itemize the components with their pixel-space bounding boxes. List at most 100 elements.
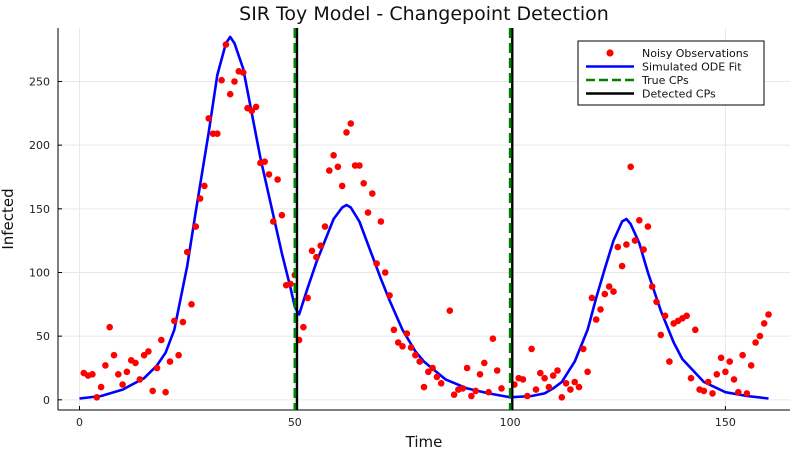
observation-point (356, 162, 363, 169)
observation-point (713, 371, 721, 378)
legend-marker-observations (606, 49, 614, 57)
observation-point (102, 362, 109, 369)
ode-fit-line (79, 35, 769, 400)
x-tick-label: 50 (288, 416, 302, 429)
observation-point (545, 383, 553, 391)
observation-point (420, 383, 428, 391)
observation-point (360, 180, 368, 187)
observation-point (571, 378, 578, 386)
observation-point (450, 391, 458, 399)
observation-point (381, 269, 389, 276)
observation-point (726, 358, 733, 365)
observation-point (756, 332, 764, 340)
observation-point (416, 358, 424, 365)
changepoint-lines (293, 28, 514, 410)
observation-point (437, 380, 445, 387)
observation-point (300, 323, 307, 331)
y-tick-label: 200 (29, 139, 50, 152)
observation-point (631, 237, 639, 244)
observation-point (132, 359, 139, 367)
x-tick-label: 150 (715, 416, 736, 429)
observation-point (575, 383, 583, 391)
observation-point (481, 359, 488, 367)
observation-point (338, 182, 346, 190)
observation-point (644, 223, 652, 230)
x-tick-label: 100 (500, 416, 521, 429)
observation-point (214, 130, 221, 137)
observation-point (347, 120, 355, 127)
observation-point (541, 374, 548, 382)
observation-point (265, 171, 273, 178)
observation-point (166, 358, 174, 365)
observation-point (175, 351, 182, 359)
observation-point (330, 152, 337, 159)
y-tick-label: 100 (29, 266, 50, 279)
observation-point (743, 390, 751, 397)
observation-point (640, 246, 647, 253)
observation-point (93, 394, 101, 401)
observation-point (196, 195, 204, 202)
observation-point (261, 158, 269, 165)
observation-point (326, 167, 333, 174)
observation-point (183, 248, 191, 256)
legend-label: Detected CPs (642, 88, 716, 101)
observation-point (373, 260, 380, 267)
observation-point (304, 294, 312, 302)
observation-point (239, 69, 247, 76)
observation-point (252, 103, 260, 111)
observation-point (704, 378, 712, 386)
observation-point (485, 388, 492, 396)
observation-point (657, 331, 665, 339)
observation-point (162, 388, 169, 396)
observation-point (386, 292, 393, 299)
observation-point (407, 344, 415, 351)
observation-point (403, 330, 411, 337)
observation-point (429, 364, 436, 372)
observation-point (313, 253, 320, 261)
observation-point (562, 380, 570, 387)
observation-point (140, 351, 148, 359)
observation-point (446, 307, 454, 315)
observation-point (722, 368, 729, 376)
observation-point (648, 283, 656, 290)
x-tick-label: 0 (76, 416, 83, 429)
observation-point (683, 312, 690, 320)
observation-point (171, 317, 178, 325)
observation-point (709, 390, 716, 397)
observation-point (278, 211, 286, 219)
observation-point (459, 385, 467, 392)
observation-point (412, 351, 419, 359)
y-tick-label: 150 (29, 203, 50, 216)
observation-point (188, 301, 195, 308)
observation-point (472, 387, 480, 395)
observation-point (343, 129, 350, 136)
observation-point (614, 243, 622, 251)
observation-point (610, 288, 617, 295)
observation-point (765, 311, 772, 318)
y-tick-label: 250 (29, 75, 50, 88)
observation-point (623, 241, 630, 248)
y-tick-label: 0 (43, 394, 50, 407)
observation-point (149, 387, 156, 395)
observation-point (666, 358, 673, 365)
observation-point (760, 320, 768, 327)
observation-point (580, 345, 587, 353)
chart-title: SIR Toy Model - Changepoint Detection (239, 3, 609, 25)
observation-point (179, 318, 187, 326)
observation-point (287, 280, 294, 288)
observation-point (231, 78, 238, 85)
observation-point (89, 371, 96, 378)
observation-point (106, 323, 113, 331)
observation-point (115, 371, 122, 378)
observation-point (618, 262, 626, 270)
observation-point (687, 374, 695, 382)
observation-point (201, 182, 208, 190)
observation-point (700, 387, 708, 395)
observation-point (735, 388, 742, 396)
observation-point (399, 343, 406, 350)
observation-point (498, 385, 505, 392)
observation-point (274, 176, 281, 183)
observation-point (747, 362, 755, 369)
observation-point (661, 312, 669, 320)
